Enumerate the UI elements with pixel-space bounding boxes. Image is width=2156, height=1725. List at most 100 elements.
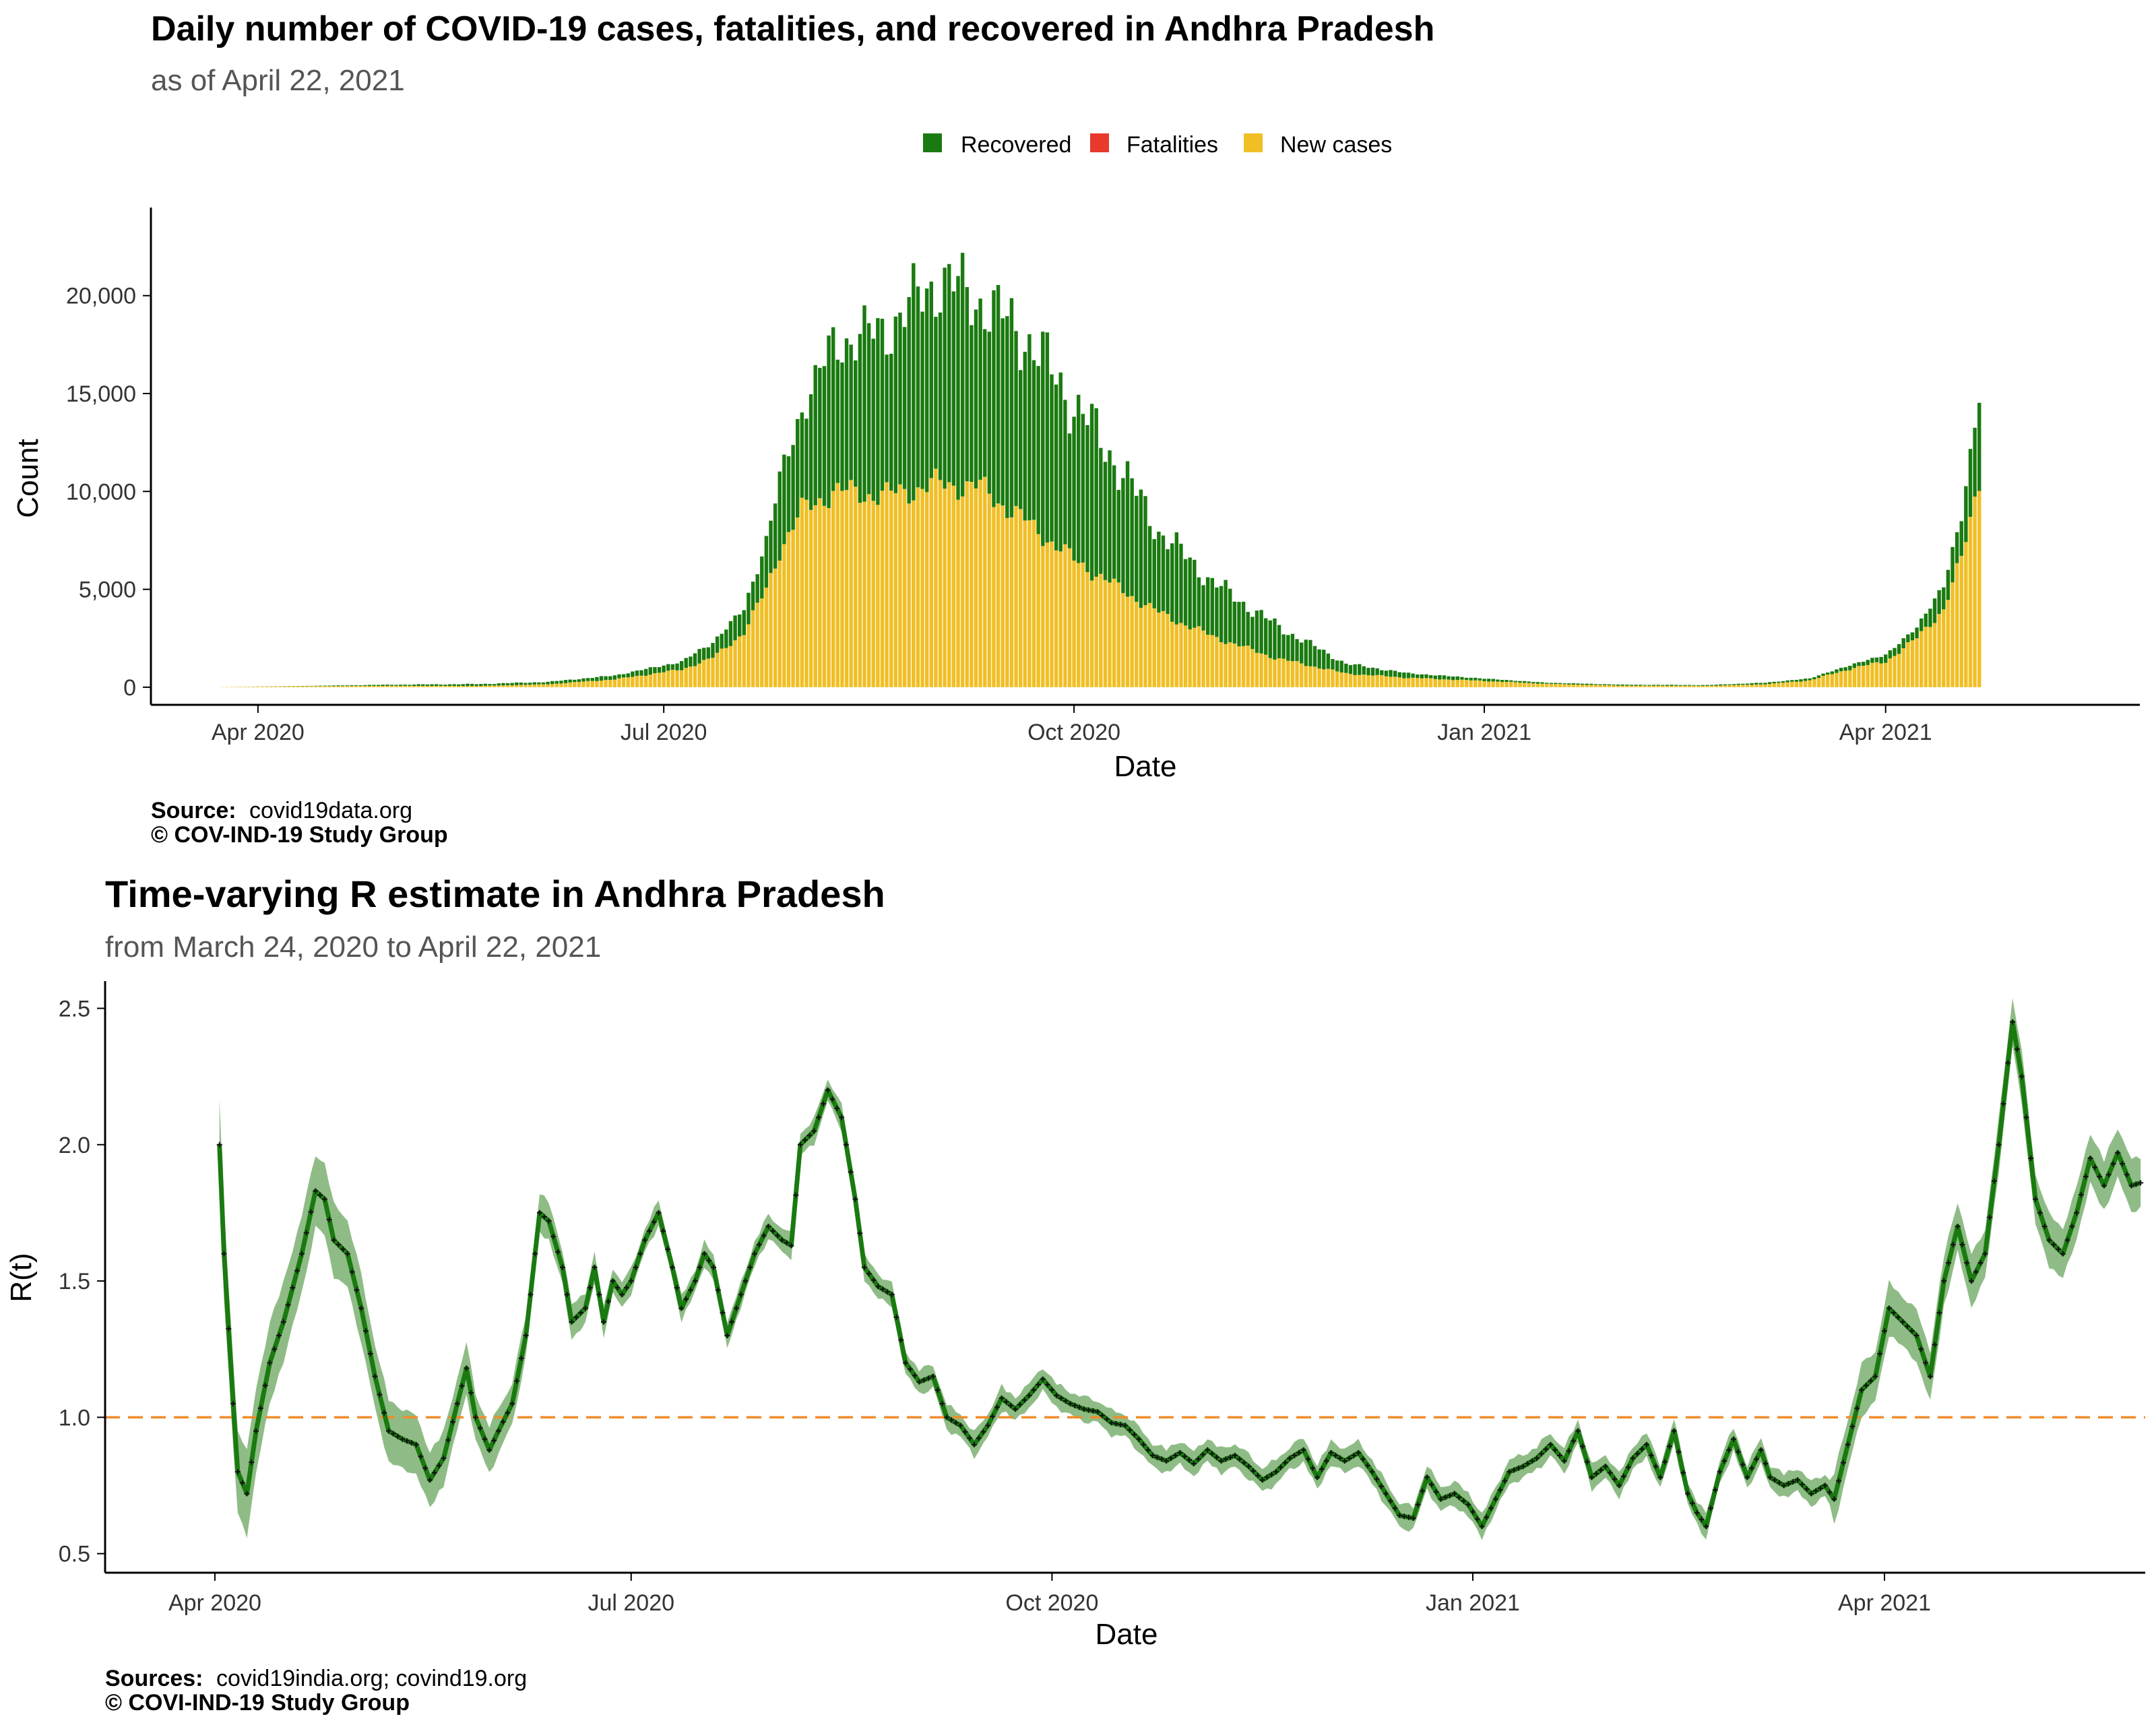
r-point [715, 1287, 721, 1293]
y-tick-label: 0 [123, 675, 136, 701]
r-point [610, 1278, 616, 1284]
bar-recovered [1183, 559, 1188, 626]
bar-recovered [1915, 627, 1919, 639]
bar-recovered [1273, 618, 1277, 660]
r-point [2138, 1180, 2144, 1186]
r-point [1520, 1464, 1526, 1470]
r-point [2005, 1060, 2011, 1066]
r-point [656, 1210, 662, 1216]
bar-recovered [488, 684, 492, 686]
r-point [2000, 1101, 2006, 1107]
bar-new-cases [1843, 670, 1847, 687]
r-point [1282, 1460, 1288, 1466]
r-point [2019, 1073, 2025, 1079]
bar-recovered [1634, 685, 1638, 686]
bar-recovered [1758, 683, 1763, 685]
r-point [738, 1292, 744, 1298]
bar-new-cases [1442, 679, 1447, 687]
bar-new-cases [617, 678, 621, 687]
bar-recovered [983, 329, 987, 477]
r-point [1740, 1462, 1746, 1468]
bar-recovered [880, 319, 885, 491]
bar-recovered [1152, 539, 1156, 608]
bar-new-cases [876, 505, 880, 687]
bar-recovered [1442, 675, 1447, 680]
bar-new-cases [1732, 685, 1736, 687]
bar-recovered [1027, 334, 1032, 521]
bar-recovered [822, 366, 827, 506]
bar-recovered [1295, 639, 1299, 662]
bar-new-cases [818, 498, 822, 687]
bar-new-cases [501, 685, 505, 687]
r-point [710, 1264, 716, 1270]
r-point [482, 1436, 488, 1442]
bar-new-cases [1460, 679, 1464, 687]
bar-new-cases [1224, 644, 1228, 687]
bar-recovered [1870, 658, 1874, 663]
r-point [1186, 1457, 1193, 1463]
bar-new-cases [394, 685, 398, 687]
r-point [1492, 1496, 1498, 1502]
bar-new-cases [1023, 520, 1027, 687]
r-point [2060, 1251, 2066, 1257]
bar-new-cases [483, 685, 488, 687]
bar-new-cases [1678, 685, 1682, 687]
bar-new-cases [1366, 675, 1370, 687]
r-point [1420, 1488, 1426, 1494]
bar-new-cases [1263, 654, 1268, 687]
r-point [701, 1251, 707, 1257]
bar-recovered [1397, 672, 1401, 678]
bar-new-cases [1585, 685, 1589, 687]
r-point [1744, 1474, 1750, 1480]
r-point [1264, 1474, 1270, 1480]
bar-new-cases [563, 683, 568, 687]
bar-new-cases [1081, 562, 1085, 687]
bar-recovered [728, 621, 733, 646]
bar-recovered [336, 685, 340, 687]
bar-new-cases [1928, 627, 1932, 687]
r-point [1927, 1373, 1933, 1379]
r-point [1424, 1474, 1430, 1480]
r-point [1127, 1427, 1133, 1433]
r-point [1292, 1453, 1298, 1459]
r-point [1269, 1472, 1275, 1478]
bar-recovered [1299, 642, 1304, 664]
r-point [1666, 1443, 1672, 1449]
bar-new-cases [1808, 680, 1812, 687]
r-point [898, 1337, 904, 1343]
bar-new-cases [1482, 681, 1486, 687]
bar-recovered [1174, 532, 1179, 625]
bar-recovered [461, 684, 466, 687]
r-point [1699, 1517, 1705, 1523]
r-point [875, 1284, 881, 1290]
r-point [976, 1435, 982, 1441]
bar-recovered [1732, 684, 1736, 685]
r-point [1310, 1465, 1316, 1471]
x-tick-label: Oct 2020 [1027, 720, 1120, 745]
bar-recovered [689, 656, 693, 667]
r-point [244, 1491, 250, 1497]
bar-new-cases [479, 686, 483, 687]
bar-recovered [354, 685, 358, 686]
bar-new-cases [737, 636, 742, 687]
bar-new-cases [1825, 675, 1830, 687]
bar-new-cases [747, 624, 751, 687]
bar-recovered [621, 674, 626, 678]
bar-recovered [858, 334, 862, 503]
r-point [660, 1228, 666, 1234]
bar-recovered [898, 312, 902, 484]
r-point [1630, 1455, 1636, 1462]
bar-recovered [1719, 684, 1723, 686]
bar-recovered [782, 454, 786, 544]
bar-new-cases [1513, 682, 1518, 687]
r-point [1799, 1482, 1805, 1488]
bar-new-cases [1348, 674, 1353, 687]
bar-new-cases [1620, 685, 1624, 687]
bar-recovered [693, 653, 697, 666]
r-point [308, 1209, 314, 1215]
r-point [1575, 1428, 1581, 1434]
bar-new-cases [1687, 685, 1692, 687]
bar-new-cases [550, 684, 554, 687]
bar-new-cases [693, 666, 697, 687]
r-point [848, 1169, 854, 1175]
